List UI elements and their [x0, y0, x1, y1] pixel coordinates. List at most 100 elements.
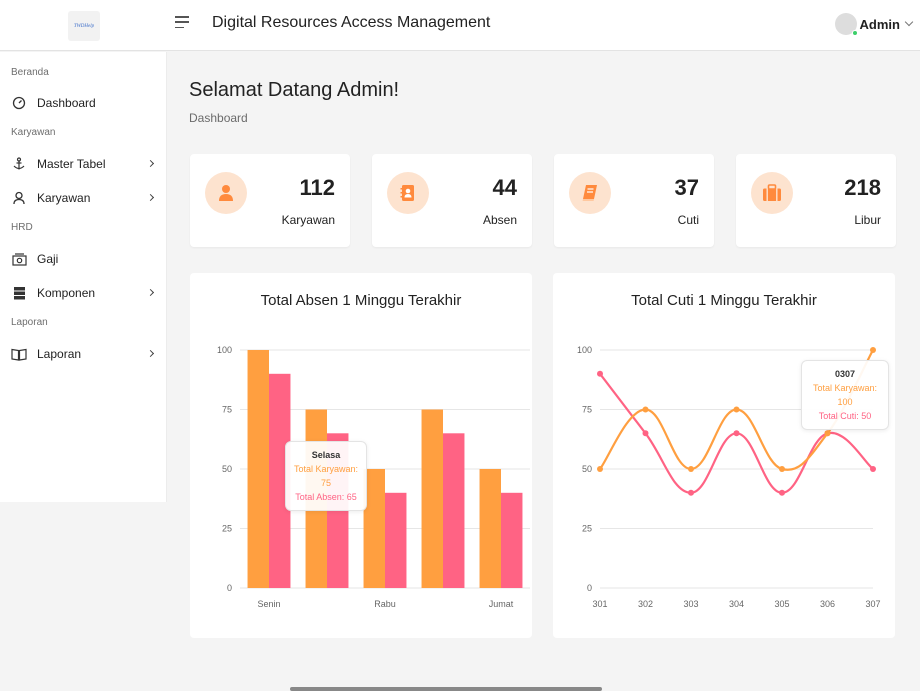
bar-total-absen	[443, 433, 465, 588]
y-tick-label: 50	[582, 464, 592, 474]
chart-title: Total Cuti 1 Minggu Terakhir	[631, 292, 817, 309]
book-icon	[569, 172, 611, 214]
sidebar-item-laporan[interactable]: Laporan	[11, 343, 159, 365]
sidebar-section-hrd: HRD	[11, 222, 33, 233]
point-total-cuti	[870, 466, 876, 472]
sidebar: Beranda Dashboard Karyawan Master Tabel …	[0, 52, 167, 502]
point-total-cuti	[688, 489, 694, 496]
sidebar-item-label: Karyawan	[37, 191, 91, 205]
tooltip-line-2: Total Absen: 65	[295, 492, 357, 502]
top-header: TWDHelp Digital Resources Access Managem…	[0, 0, 920, 51]
horizontal-scrollbar[interactable]	[290, 687, 602, 691]
x-tick-label: Rabu	[374, 599, 396, 609]
point-total-karyawan	[733, 406, 740, 413]
sidebar-item-gaji[interactable]: Gaji	[11, 248, 159, 270]
y-tick-label: 100	[217, 345, 232, 355]
gauge-icon	[11, 95, 27, 111]
logo-text: TWDHelp	[73, 23, 95, 29]
online-status-dot	[851, 30, 858, 36]
x-tick-label: Senin	[257, 599, 280, 609]
x-tick-label: 303	[683, 599, 698, 609]
y-tick-label: 0	[587, 583, 592, 593]
sidebar-item-label: Master Tabel	[37, 157, 106, 171]
chart-card-absen: Total Absen 1 Minggu Terakhir 0 25 50 75 100…	[190, 273, 532, 638]
book-icon	[11, 346, 27, 362]
tooltip-line-2: Total Cuti: 50	[818, 411, 872, 421]
chart-card-cuti: Total Cuti 1 Minggu Terakhir 0 25 50 75 100 3…	[553, 273, 895, 638]
y-tick-label: 75	[582, 405, 592, 415]
sidebar-item-karyawan[interactable]: Karyawan	[11, 187, 159, 209]
tooltip-line-1: Total Karyawan: 75	[293, 464, 359, 488]
user-icon	[205, 172, 247, 214]
point-total-cuti	[642, 430, 649, 437]
chart-tooltip: Selasa Total Karyawan: 75 Total Absen: 6…	[285, 441, 367, 511]
tooltip-line-1: Total Karyawan: 100	[812, 383, 878, 407]
sidebar-item-komponen[interactable]: Komponen	[11, 282, 159, 304]
money-icon	[11, 251, 27, 267]
point-total-karyawan	[597, 466, 603, 472]
point-total-cuti	[597, 370, 603, 377]
stat-label: Cuti	[677, 213, 699, 227]
logo[interactable]: TWDHelp	[68, 11, 100, 41]
sidebar-section-beranda: Beranda	[11, 67, 49, 78]
bar-total-karyawan	[421, 409, 443, 588]
stat-value: 218	[844, 175, 881, 200]
point-total-karyawan	[642, 406, 649, 413]
stat-label: Karyawan	[281, 213, 335, 227]
point-total-cuti	[733, 430, 740, 437]
server-icon	[11, 285, 27, 301]
x-tick-label: Jumat	[489, 599, 514, 609]
y-tick-label: 100	[577, 345, 592, 355]
chevron-right-icon	[146, 349, 155, 358]
y-tick-label: 75	[222, 405, 232, 415]
y-tick-label: 25	[582, 524, 592, 534]
page-title: Selamat Datang Admin!	[189, 79, 400, 101]
stat-label: Absen	[482, 213, 517, 227]
sidebar-item-label: Gaji	[37, 252, 59, 266]
sidebar-item-label: Dashboard	[37, 96, 96, 110]
x-tick-label: 301	[592, 599, 607, 609]
avatar[interactable]	[834, 13, 858, 36]
anchor-icon	[11, 156, 27, 172]
y-tick-label: 50	[222, 464, 232, 474]
bar-total-absen	[269, 373, 291, 588]
stat-label: Libur	[854, 213, 881, 227]
sidebar-section-laporan: Laporan	[11, 317, 48, 328]
x-tick-label: 306	[820, 599, 835, 609]
sidebar-item-master-tabel[interactable]: Master Tabel	[11, 153, 159, 175]
bar-total-karyawan	[247, 350, 269, 588]
sidebar-item-label: Laporan	[37, 347, 82, 361]
chevron-down-icon[interactable]	[904, 17, 914, 27]
user-name[interactable]: Admin	[859, 16, 900, 32]
app-title: Digital Resources Access Management	[212, 14, 491, 31]
chevron-right-icon	[146, 288, 155, 297]
x-tick-label: 305	[774, 599, 789, 609]
point-total-karyawan	[870, 347, 876, 353]
bar-total-absen	[501, 492, 523, 588]
hamburger-icon[interactable]	[175, 15, 189, 29]
stat-card-karyawan[interactable]: 112 Karyawan	[190, 154, 350, 247]
stat-card-cuti[interactable]: 37 Cuti	[554, 154, 714, 247]
y-tick-label: 25	[222, 524, 232, 534]
bar-total-absen	[385, 492, 407, 588]
chart-title: Total Absen 1 Minggu Terakhir	[260, 292, 462, 309]
sidebar-item-label: Komponen	[37, 286, 96, 300]
x-tick-label: 302	[638, 599, 653, 609]
line-chart[interactable]: 0 25 50 75 100 301 302 303 304 305 306 307	[553, 273, 895, 638]
tooltip-title: 0307	[834, 369, 856, 379]
point-total-karyawan	[824, 430, 831, 437]
sidebar-item-dashboard[interactable]: Dashboard	[11, 92, 159, 114]
user-menu[interactable]: Admin	[834, 13, 914, 36]
chart-tooltip: 0307 Total Karyawan: 100 Total Cuti: 50	[801, 360, 889, 430]
breadcrumb[interactable]: Dashboard	[189, 111, 248, 125]
chevron-right-icon	[146, 193, 155, 202]
x-tick-label: 307	[865, 599, 880, 609]
stat-card-absen[interactable]: 44 Absen	[372, 154, 532, 247]
sidebar-section-karyawan: Karyawan	[11, 127, 56, 138]
user-icon	[11, 190, 27, 206]
y-tick-label: 0	[227, 583, 232, 593]
point-total-cuti	[779, 489, 785, 496]
tooltip-title: Selasa	[311, 450, 341, 460]
chevron-right-icon	[146, 159, 155, 168]
stat-card-libur[interactable]: 218 Libur	[736, 154, 896, 247]
